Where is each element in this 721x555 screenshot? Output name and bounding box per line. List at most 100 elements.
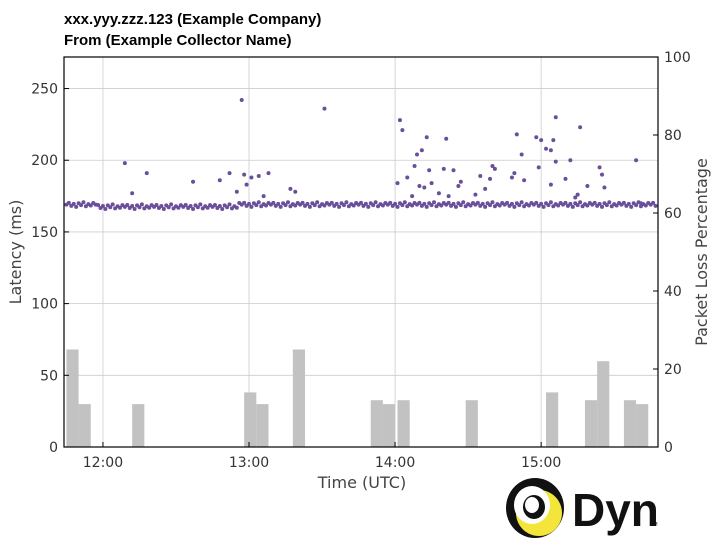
latency-point [563,200,568,205]
latency-point [154,202,159,207]
latency-point [585,184,590,189]
latency-point [402,200,407,205]
packet-loss-bar [397,400,410,447]
latency-point [638,201,643,206]
latency-point [137,205,142,210]
y-axis-title-right: Packet Loss Percentage [692,158,711,346]
latency-point [380,203,385,208]
latency-point [183,202,188,207]
packet-loss-bar [546,392,559,447]
latency-point [597,165,602,170]
latency-point [195,205,200,210]
latency-point [451,168,456,173]
latency-point [307,204,312,209]
latency-point [212,202,217,207]
latency-point [597,201,602,206]
latency-point [249,175,254,180]
latency-point [176,205,181,210]
latency-point [539,138,544,143]
y-left-tick-label: 250 [31,82,58,98]
latency-point [363,201,368,206]
latency-point [536,165,541,170]
latency-point [217,178,222,183]
grid-lines [64,57,658,448]
latency-point [249,204,254,209]
latency-point [497,203,502,208]
latency-point [422,185,427,190]
latency-point [446,194,451,199]
latency-point [293,203,298,208]
latency-point [412,163,417,168]
latency-point [400,128,405,133]
packet-loss-bar [370,400,383,447]
latency-point [410,194,415,199]
latency-point [446,200,451,205]
latency-point [405,175,410,180]
latency-point [578,125,583,130]
latency-point [651,200,656,205]
latency-point [441,166,446,171]
y-axis-title-left: Latency (ms) [6,200,25,305]
latency-point [400,203,405,208]
latency-point [546,203,551,208]
y-right-tick-label: 100 [664,50,691,66]
latency-point [315,200,320,205]
latency-point [643,203,648,208]
latency-point [395,181,400,186]
latency-point [512,171,517,176]
latency-point [139,202,144,207]
latency-point [393,201,398,206]
latency-point [548,200,553,205]
latency-points [64,98,658,211]
x-axis-title: Time (UTC) [317,473,406,492]
latency-point [419,148,424,153]
latency-point [125,202,130,207]
latency-point [602,185,607,190]
latency-point [548,182,553,187]
latency-point [604,203,609,208]
latency-point [483,204,488,209]
latency-point [483,186,488,191]
latency-point [278,204,283,209]
dyn-logo: Dyn SM [506,478,659,538]
latency-point [285,200,290,205]
packet-loss-bar [132,404,145,447]
latency-point [556,203,561,208]
axis-ticks: 0 50 100 150 200 250 0 20 40 60 80 100 12:00 13:00 14:… [31,50,690,471]
packet-loss-bar [465,400,478,447]
latency-point [188,203,193,208]
latency-point [366,204,371,209]
latency-point [458,203,463,208]
latency-point [512,204,517,209]
latency-point [451,201,456,206]
latency-point [453,204,458,209]
latency-point [239,98,244,103]
latency-point [159,203,164,208]
latency-point [322,106,327,111]
latency-point [626,201,631,206]
latency-point [539,201,544,206]
packet-loss-bar [623,400,637,447]
latency-point [117,205,122,210]
latency-point [71,201,76,206]
latency-point [629,204,634,209]
latency-point [130,203,135,208]
latency-point [161,206,166,211]
latency-point [461,200,466,205]
latency-point [81,200,86,205]
latency-point [509,175,514,180]
latency-point [288,186,293,191]
latency-point [488,176,493,181]
latency-point [439,203,444,208]
dyn-logo-text: Dyn [572,484,659,536]
latency-point [634,203,639,208]
latency-point [444,136,449,141]
latency-point [424,135,429,140]
latency-point [147,205,152,210]
latency-point [110,202,115,207]
latency-point [417,200,422,205]
latency-point [329,200,334,205]
latency-point [548,148,553,153]
latency-point [244,182,249,187]
latency-point [227,171,232,176]
